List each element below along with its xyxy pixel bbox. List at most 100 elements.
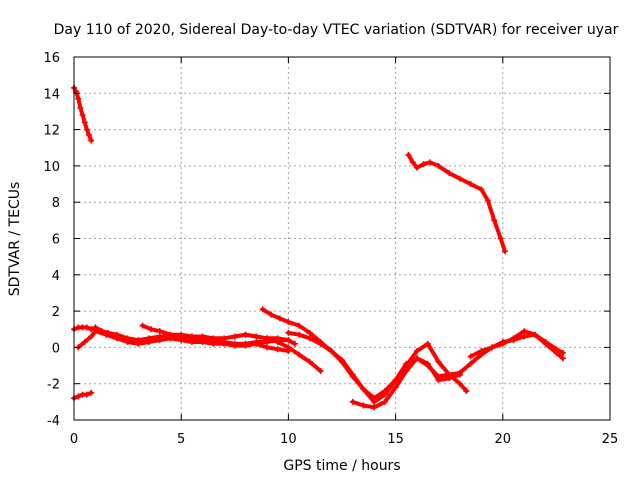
series-arc-7 xyxy=(242,331,324,374)
data-point xyxy=(178,331,185,338)
data-point xyxy=(317,340,324,347)
data-point xyxy=(139,322,146,329)
data-point xyxy=(276,315,283,322)
data-point xyxy=(263,344,270,351)
data-point xyxy=(435,162,442,169)
data-point xyxy=(231,333,238,340)
series-line xyxy=(260,307,469,401)
data-point xyxy=(77,104,84,111)
data-point xyxy=(484,197,491,204)
data-point xyxy=(510,335,517,342)
data-point xyxy=(86,132,93,139)
data-point xyxy=(81,119,88,126)
data-point xyxy=(88,389,95,396)
data-point xyxy=(103,331,110,338)
x-tick-label: 10 xyxy=(280,432,297,447)
data-point xyxy=(75,393,82,400)
data-point xyxy=(499,340,506,347)
data-point xyxy=(221,340,228,347)
series-line xyxy=(468,329,565,361)
series-arc-10 xyxy=(467,328,566,362)
data-point xyxy=(426,159,433,166)
data-point xyxy=(349,371,356,378)
data-point xyxy=(199,338,206,345)
y-tick-labels: -4 -2 0 2 4 6 8 10 12 14 16 xyxy=(43,51,60,429)
data-point xyxy=(360,402,367,409)
data-point xyxy=(285,344,292,351)
data-point xyxy=(135,340,142,347)
series-arc-8 xyxy=(285,329,566,405)
y-tick-label: 14 xyxy=(43,87,60,102)
y-tick-label: 10 xyxy=(43,160,60,175)
data-point xyxy=(263,335,270,342)
data-point xyxy=(156,328,163,335)
y-axis-label: SDTVAR / TECUs xyxy=(7,182,23,297)
data-point xyxy=(446,170,453,177)
data-point xyxy=(414,355,421,362)
data-point xyxy=(456,175,463,182)
data-point xyxy=(92,328,99,335)
data-point xyxy=(521,333,528,340)
data-point xyxy=(274,346,281,353)
data-point xyxy=(242,342,249,349)
x-tick-label: 25 xyxy=(602,432,619,447)
y-tick-label: -2 xyxy=(47,378,60,393)
data-point xyxy=(306,329,313,336)
data-point xyxy=(113,335,120,342)
data-point xyxy=(456,371,463,378)
data-point xyxy=(339,357,345,364)
data-point xyxy=(231,342,238,349)
data-point xyxy=(435,377,442,384)
data-point xyxy=(188,338,195,345)
data-point xyxy=(148,326,155,333)
data-point xyxy=(146,338,153,345)
data-point xyxy=(467,181,474,188)
data-point xyxy=(167,331,174,338)
data-point xyxy=(435,358,442,365)
x-axis-label: GPS time / hours xyxy=(283,458,400,474)
series-arc-6 xyxy=(259,306,470,402)
data-point xyxy=(156,337,163,344)
y-tick-label: 4 xyxy=(52,269,60,284)
data-point xyxy=(349,398,356,405)
data-point xyxy=(478,348,485,355)
data-point xyxy=(285,329,292,336)
data-point xyxy=(268,311,275,318)
data-point xyxy=(420,161,427,168)
data-point xyxy=(424,360,431,367)
data-point xyxy=(559,349,566,356)
y-tick-label: 16 xyxy=(43,51,60,66)
data-point xyxy=(79,112,86,119)
data-point xyxy=(424,340,431,347)
series-arc-9 xyxy=(349,355,463,411)
data-point xyxy=(88,333,95,340)
data-point xyxy=(531,331,538,338)
data-point xyxy=(259,306,266,313)
chart-title: Day 110 of 2020, Sidereal Day-to-day VTE… xyxy=(54,22,619,38)
data-point xyxy=(188,333,195,340)
series-arc-1 xyxy=(71,84,95,144)
data-point xyxy=(317,367,324,374)
grid xyxy=(74,57,610,420)
axis-ticks xyxy=(73,56,611,421)
data-point xyxy=(478,186,485,193)
data-point xyxy=(381,391,388,398)
data-point xyxy=(414,348,421,355)
data-point xyxy=(285,337,292,344)
data-point xyxy=(403,360,410,367)
data-point xyxy=(285,318,292,325)
data-point xyxy=(88,137,95,144)
data-point xyxy=(414,164,421,171)
data-point xyxy=(75,95,82,102)
x-tick-labels: 0 5 10 15 20 25 xyxy=(70,432,618,447)
data-point xyxy=(81,338,88,345)
data-point xyxy=(491,217,498,224)
data-point xyxy=(559,355,566,362)
data-point xyxy=(371,398,378,405)
data-point xyxy=(328,348,335,355)
data-point xyxy=(489,344,496,351)
data-point xyxy=(296,322,303,329)
data-point xyxy=(221,335,228,342)
data-point xyxy=(291,340,298,347)
